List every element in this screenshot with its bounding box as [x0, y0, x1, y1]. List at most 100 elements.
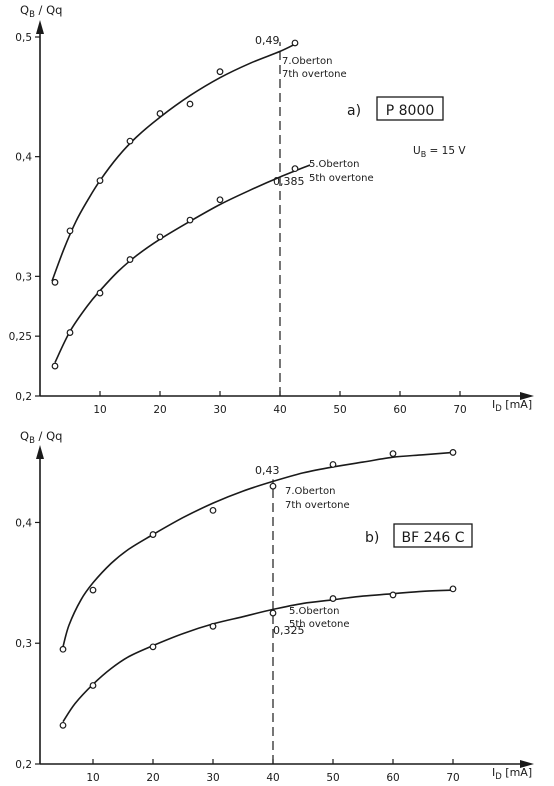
value-label-b-7th: 0,43 — [255, 464, 280, 477]
x-axis-unit-b: [mA] — [502, 766, 532, 779]
y-axis-arrow-a — [36, 20, 44, 34]
data-point-b-1-2 — [149, 643, 157, 651]
data-point-b-0-0 — [59, 645, 67, 653]
x-tick-label-b-30: 30 — [206, 772, 219, 784]
x-tick-label-a-70: 70 — [453, 404, 466, 416]
x-axis-subscript-b: D — [495, 772, 502, 782]
data-point-b-1-1 — [89, 682, 97, 689]
svg-text:ID [mA]: ID [mA] — [492, 766, 532, 782]
supply-voltage-value: = 15 V — [426, 145, 466, 157]
x-tick-label-a-60: 60 — [393, 404, 406, 416]
panel-label-b: b) — [365, 530, 379, 546]
data-point-a-0-2 — [96, 177, 104, 185]
data-point-a-1-7 — [291, 165, 299, 173]
series-label-a-7th-line1: 7.Oberton — [282, 56, 332, 67]
x-axis-arrow-a — [520, 392, 534, 400]
data-point-b-0-6 — [389, 450, 397, 458]
data-point-b-1-5 — [329, 595, 337, 602]
series-label-a-7th: 7.Oberton 7th overtone — [282, 56, 347, 80]
x-axis-title-b: ID [mA] — [492, 766, 532, 782]
data-point-b-1-6 — [389, 591, 397, 599]
y-axis-title-a: QB / Qq — [20, 3, 62, 20]
x-tick-label-a-30: 30 — [213, 404, 226, 416]
y-tick-label-a-4: 0,5 — [15, 32, 32, 44]
series-label-a-5th-line1: 5.Oberton — [309, 159, 359, 170]
axes-b: 10 20 30 40 50 60 70 0,2 0,3 0,4 — [15, 445, 534, 784]
data-point-b-1-4 — [269, 609, 277, 617]
x-tick-label-b-50: 50 — [326, 772, 339, 784]
data-point-b-0-5 — [329, 461, 337, 468]
data-point-a-1-3 — [126, 256, 134, 263]
device-box-a — [376, 96, 444, 121]
device-label-a: a) P 8000 — [347, 96, 444, 121]
x-tick-label-b-40: 40 — [266, 772, 279, 784]
x-axis-symbol-b: I — [492, 766, 495, 779]
x-tick-label-b-10: 10 — [86, 772, 99, 784]
x-axis-arrow-b — [520, 760, 534, 768]
data-point-a-0-7 — [291, 39, 299, 47]
x-axis-title-a: ID [mA] — [492, 398, 532, 414]
x-axis-unit-a: [mA] — [502, 398, 532, 411]
data-point-a-1-6 — [216, 196, 224, 204]
x-tick-label-a-40: 40 — [273, 404, 286, 416]
data-point-a-0-5 — [186, 100, 194, 108]
series-label-b-7th-line1: 7.Oberton — [285, 486, 335, 497]
series-label-a-5th-line2: 5th overtone — [309, 173, 374, 184]
y-tick-label-a-1: 0,25 — [9, 331, 32, 343]
device-name-b: BF 246 C — [401, 530, 464, 546]
data-point-b-0-2 — [149, 531, 157, 538]
data-point-b-1-3 — [209, 622, 217, 630]
series-label-b-5th: 5.Oberton 5th ovetone — [289, 606, 350, 630]
panel-label-a: a) — [347, 103, 361, 119]
y-tick-label-b-2: 0,4 — [15, 517, 32, 529]
series-label-a-5th: 5.Oberton 5th overtone — [309, 159, 374, 184]
x-tick-label-b-20: 20 — [146, 772, 159, 784]
chart-panel-a: 10 20 30 40 50 60 70 0,2 0,25 0,3 0,4 0,5 QB / Qq I… — [9, 3, 534, 416]
y-axis-title-b: QB / Qq — [20, 429, 62, 446]
series-label-b-5th-line1: 5.Oberton — [289, 606, 339, 617]
y-tick-label-a-3: 0,4 — [15, 152, 32, 164]
y-tick-label-a-2: 0,3 — [15, 271, 32, 283]
value-label-a-7th: 0,49 — [255, 34, 280, 47]
x-axis-symbol-a: I — [492, 398, 495, 411]
data-point-a-0-3 — [126, 137, 134, 145]
device-label-b: b) BF 246 C — [365, 523, 473, 548]
data-point-a-0-6 — [216, 68, 224, 76]
value-label-a-5th: 0,385 — [273, 175, 305, 188]
series-curve-b-0 — [62, 451, 454, 648]
data-point-a-0-4 — [156, 110, 164, 117]
series-curve-a-0 — [51, 43, 296, 282]
chart-panel-b: 10 20 30 40 50 60 700,20,30,4 QB / Qq ID [mA] … — [15, 429, 534, 784]
data-point-a-1-2 — [96, 289, 104, 297]
x-tick-label-b-60: 60 — [386, 772, 399, 784]
data-point-a-1-4 — [156, 233, 164, 241]
axes-a: 10 20 30 40 50 60 70 0,2 0,25 0,3 0,4 0,5 — [9, 20, 534, 416]
data-point-a-0-1 — [66, 227, 74, 235]
x-tick-label-a-50: 50 — [333, 404, 346, 416]
svg-text:ID [mA]: ID [mA] — [492, 398, 532, 414]
series-curve-a-1 — [54, 164, 311, 363]
data-point-a-1-0 — [51, 362, 59, 370]
data-point-a-1-5 — [186, 216, 194, 224]
y-axis-arrow-b — [36, 445, 44, 459]
x-tick-label-b-70: 70 — [446, 772, 459, 784]
data-point-b-0-4 — [269, 482, 277, 490]
x-tick-label-a-10: 10 — [93, 404, 106, 416]
supply-voltage-label: UB = 15 V — [413, 145, 466, 159]
value-label-b-5th: 0,325 — [273, 624, 305, 637]
data-point-b-1-0 — [59, 721, 67, 729]
data-point-b-0-1 — [89, 586, 97, 594]
data-point-a-0-0 — [51, 278, 59, 286]
series-label-b-7th: 7.Oberton 7th overtone — [285, 486, 350, 511]
series-label-a-7th-line2: 7th overtone — [282, 69, 347, 80]
x-axis-subscript-a: D — [495, 404, 502, 414]
device-name-a: P 8000 — [386, 103, 435, 119]
y-tick-label-a-0: 0,2 — [15, 391, 32, 403]
supply-voltage-symbol: U — [413, 145, 421, 157]
x-tick-label-a-20: 20 — [153, 404, 166, 416]
device-box-b — [393, 523, 473, 548]
data-point-a-1-1 — [66, 329, 74, 336]
data-point-b-0-7 — [449, 449, 457, 456]
series-label-b-7th-line2: 7th overtone — [285, 500, 350, 511]
supply-voltage-subscript: B — [421, 150, 427, 159]
